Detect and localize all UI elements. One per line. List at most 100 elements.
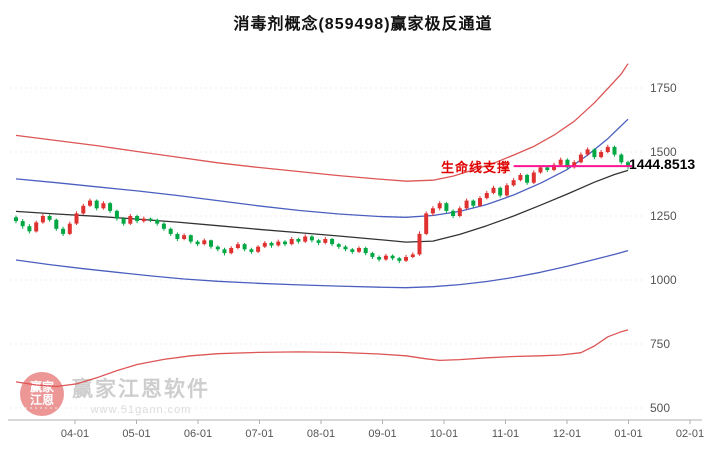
support-price-label: 1444.8513 xyxy=(629,156,696,172)
candle-body xyxy=(605,146,610,152)
candle-body xyxy=(626,162,630,167)
lower-channel-blue-line xyxy=(15,249,629,289)
candle-body xyxy=(457,208,462,216)
watermark-logo-icon: 赢家 江恩 xyxy=(20,372,64,416)
candle-body xyxy=(276,241,281,246)
candle-body xyxy=(182,235,187,239)
candle-body xyxy=(471,200,476,206)
watermark-logo-text-top: 赢家 xyxy=(29,380,54,394)
x-axis-label: 05-01 xyxy=(122,428,150,440)
x-axis-label: 09-01 xyxy=(368,428,396,440)
candle-body xyxy=(148,218,153,220)
candle-body xyxy=(478,198,482,206)
candle-body xyxy=(101,203,106,209)
candle-body xyxy=(235,244,240,248)
watermark-url: www.51gann.com xyxy=(90,403,192,416)
candle-body xyxy=(128,216,133,224)
lower-channel-red-line xyxy=(15,329,629,388)
candle-body xyxy=(592,149,597,158)
candle-body xyxy=(135,216,140,222)
candle-body xyxy=(121,218,126,224)
x-axis-label: 12-01 xyxy=(553,428,581,440)
candle-body xyxy=(108,203,113,211)
candle-body xyxy=(47,216,52,220)
candle-body xyxy=(363,248,368,254)
candle-body xyxy=(444,203,449,211)
x-axis-label: 10-01 xyxy=(430,428,458,440)
candle-body xyxy=(357,248,361,252)
candle-body xyxy=(256,246,261,252)
candle-body xyxy=(558,159,563,165)
candle-body xyxy=(222,249,227,254)
candle-body xyxy=(14,217,18,222)
candle-body xyxy=(242,244,247,250)
candle-body xyxy=(578,154,583,163)
candle-body xyxy=(390,255,395,259)
candle-body xyxy=(504,185,509,196)
candle-body xyxy=(383,255,388,260)
candle-body xyxy=(585,149,590,155)
candle-body xyxy=(370,253,375,257)
candle-body xyxy=(289,239,294,245)
x-axis-label: 01-01 xyxy=(614,428,642,440)
candle-body xyxy=(430,208,435,214)
candle-body xyxy=(316,240,321,243)
x-axis-label: 11-01 xyxy=(492,428,519,440)
candle-body xyxy=(195,241,200,245)
candle-body xyxy=(330,239,335,245)
candle-body xyxy=(572,162,577,168)
y-axis-label: 1750 xyxy=(650,81,677,95)
candle-body xyxy=(531,172,536,183)
candle-body xyxy=(451,210,456,216)
candle-body xyxy=(323,239,328,243)
midline-black-line xyxy=(15,169,629,243)
x-axis-label: 07-01 xyxy=(245,428,273,440)
candle-body xyxy=(74,213,79,224)
candle-body xyxy=(141,218,146,222)
candle-body xyxy=(498,187,503,196)
candle-body xyxy=(525,175,530,183)
x-axis-label: 08-01 xyxy=(307,428,335,440)
candle-body xyxy=(437,203,442,209)
watermark-brand: 赢家江恩软件 xyxy=(72,377,210,401)
candle-body xyxy=(464,200,469,209)
candle-body xyxy=(34,222,39,232)
candle-body xyxy=(538,167,543,173)
candle-body xyxy=(309,236,314,241)
candle-body xyxy=(565,159,570,168)
candle-body xyxy=(269,242,274,246)
y-axis-label: 750 xyxy=(650,337,670,351)
candle-body xyxy=(67,223,72,234)
candle-body xyxy=(27,226,32,232)
y-axis-label: 1500 xyxy=(650,145,677,159)
candle-body xyxy=(545,167,550,170)
candle-body xyxy=(350,249,355,252)
candle-body xyxy=(397,258,402,261)
candle-body xyxy=(424,213,429,234)
candle-body xyxy=(377,257,382,260)
candle-body xyxy=(168,228,173,234)
candle-body xyxy=(262,242,267,247)
candle-body xyxy=(215,246,220,250)
candle-body xyxy=(336,244,341,247)
candle-body xyxy=(161,223,166,229)
candle-body xyxy=(88,200,92,206)
watermark-logo-text-bottom: 江恩 xyxy=(29,393,54,407)
x-axis-label: 06-01 xyxy=(184,428,212,440)
candle-body xyxy=(155,219,160,224)
candle-body xyxy=(40,216,45,223)
candle-body xyxy=(303,236,308,242)
candle-body xyxy=(599,152,604,158)
candle-body xyxy=(209,240,213,247)
candle-body xyxy=(612,146,617,155)
upper-channel-blue-line xyxy=(15,118,629,218)
chart-title: 消毒剂概念(859498)赢家极反通道 xyxy=(233,16,493,33)
candle-body xyxy=(410,254,415,257)
candle-body xyxy=(81,205,86,214)
candle-body xyxy=(188,235,193,242)
watermark: 赢家 江恩 赢家江恩软件 www.51gann.com xyxy=(20,372,210,416)
watermark-text-block: 赢家江恩软件 www.51gann.com xyxy=(72,373,210,416)
candle-body xyxy=(283,241,287,245)
